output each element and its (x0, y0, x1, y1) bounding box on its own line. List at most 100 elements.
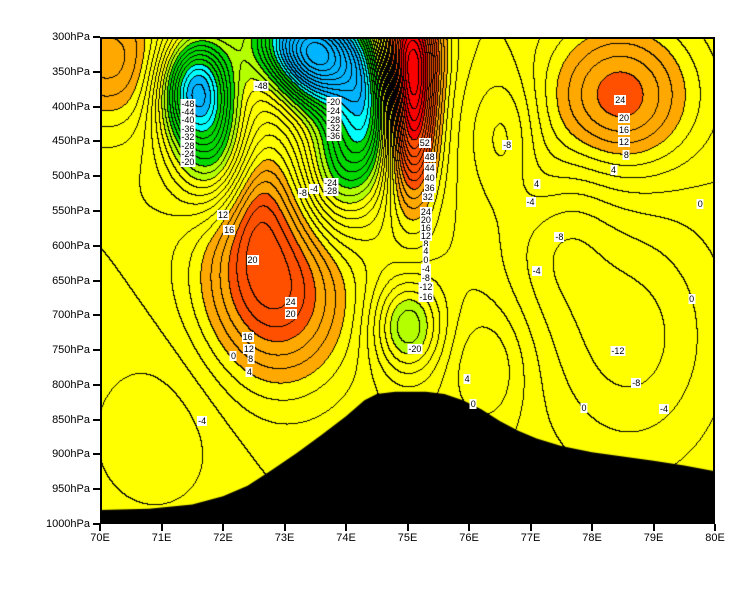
x-axis-tick (283, 524, 286, 531)
contour-label: 8 (422, 238, 430, 249)
x-axis-tick (222, 524, 224, 531)
contour-label: 4 (533, 178, 541, 189)
contour-label: 32 (421, 192, 434, 202)
contour-label: -4 (309, 184, 320, 195)
contour-label: 12 (216, 210, 230, 221)
y-axis-tick (93, 523, 100, 525)
contour-label: -8 (631, 377, 642, 388)
contour-label: -28 (180, 140, 196, 151)
contour-label: -28 (326, 114, 342, 125)
x-axis-label: 76E (459, 532, 479, 544)
contour-label: -12 (610, 345, 626, 356)
y-axis-tick (93, 105, 100, 108)
y-axis-label: 350hPa (52, 65, 90, 78)
y-axis-tick (93, 349, 100, 352)
y-axis-label: 800hPa (52, 378, 90, 391)
y-axis-tick (93, 36, 100, 38)
contour-label: 16 (223, 224, 236, 235)
contour-label: -40 (180, 115, 196, 126)
contour-label: -20 (326, 97, 342, 108)
contour-label: 52 (418, 137, 431, 148)
x-axis-label: 72E (213, 532, 233, 544)
y-axis-tick (93, 209, 100, 212)
y-axis-label: 650hPa (52, 274, 90, 287)
y-axis-label: 1000hPa (45, 518, 90, 530)
y-axis-label: 750hPa (52, 344, 90, 357)
x-axis-tick (406, 524, 409, 531)
x-axis-tick (591, 524, 593, 531)
contour-label: -36 (326, 131, 342, 142)
x-axis-label: 79E (643, 532, 664, 544)
y-axis-tick (93, 418, 100, 421)
contour-label: -4 (531, 266, 542, 277)
y-axis-tick (93, 175, 100, 178)
contour-plot-canvas (100, 37, 715, 524)
contour-label: -36 (180, 123, 196, 134)
y-axis-tick (93, 453, 100, 456)
contour-label: -48 (253, 80, 269, 91)
y-axis-tick (93, 279, 100, 282)
y-axis-tick (93, 383, 100, 386)
x-axis-label: 78E (582, 532, 602, 544)
contour-label: -4 (197, 416, 208, 427)
contour-label: 16 (241, 331, 254, 342)
contour-label: -16 (418, 291, 434, 302)
y-axis-label: 400hPa (52, 100, 90, 113)
contour-label: 24 (419, 206, 432, 217)
contour-label: 0 (229, 350, 237, 361)
contour-label: -8 (420, 272, 431, 283)
contour-label: 12 (419, 230, 432, 241)
contour-label: -20 (180, 157, 196, 168)
contour-label: -24 (326, 106, 342, 117)
contour-label: -8 (502, 139, 513, 150)
y-axis-label: 450hPa (52, 135, 90, 148)
y-axis-tick (93, 70, 100, 73)
y-axis-label: 600hPa (52, 239, 90, 252)
y-axis-label: 950hPa (52, 483, 90, 496)
x-axis-label: 73E (274, 532, 295, 544)
x-axis-label: 80E (705, 532, 725, 544)
contour-label: 12 (617, 137, 630, 148)
contour-label: 44 (423, 163, 436, 174)
contour-label: -4 (525, 196, 536, 207)
contour-label: 8 (622, 149, 630, 160)
contour-label: 24 (614, 95, 627, 106)
y-axis-label: 900hPa (52, 448, 90, 461)
contour-label: 36 (423, 182, 436, 193)
contour-label: 4 (245, 366, 253, 377)
x-axis-label: 77E (520, 532, 541, 544)
y-axis-label: 300hPa (52, 31, 90, 43)
contour-label: 4 (422, 246, 430, 257)
contour-label: 16 (617, 125, 630, 136)
y-axis-tick (93, 488, 100, 491)
x-axis-label: 75E (397, 532, 418, 544)
contour-label: 0 (696, 198, 704, 209)
y-axis-tick (93, 140, 100, 143)
contour-label: -24 (323, 178, 339, 189)
x-axis-tick (714, 524, 716, 531)
contour-label: -32 (180, 132, 196, 143)
contour-label: -44 (180, 107, 196, 118)
contour-label: -20 (407, 343, 423, 354)
x-axis-tick (345, 524, 347, 531)
x-axis-tick (468, 524, 470, 531)
contour-label: -4 (658, 404, 669, 415)
x-axis-label: 74E (336, 532, 356, 544)
contour-label: -8 (297, 187, 308, 198)
y-axis-tick (93, 314, 100, 317)
x-axis-tick (652, 524, 655, 531)
y-axis-tick (93, 244, 100, 247)
x-axis-tick (99, 524, 101, 531)
contour-label: 0 (688, 293, 696, 304)
contour-label: -8 (554, 232, 565, 243)
contour-label: 16 (419, 223, 432, 234)
contour-label: -12 (418, 281, 434, 292)
contour-label: 8 (247, 354, 255, 365)
contour-label: -24 (180, 148, 196, 159)
x-axis-label: 70E (90, 532, 110, 544)
contour-label: 20 (246, 254, 259, 265)
y-axis-label: 500hPa (52, 170, 90, 183)
y-axis-label: 700hPa (52, 309, 90, 322)
contour-label: -28 (323, 186, 339, 197)
